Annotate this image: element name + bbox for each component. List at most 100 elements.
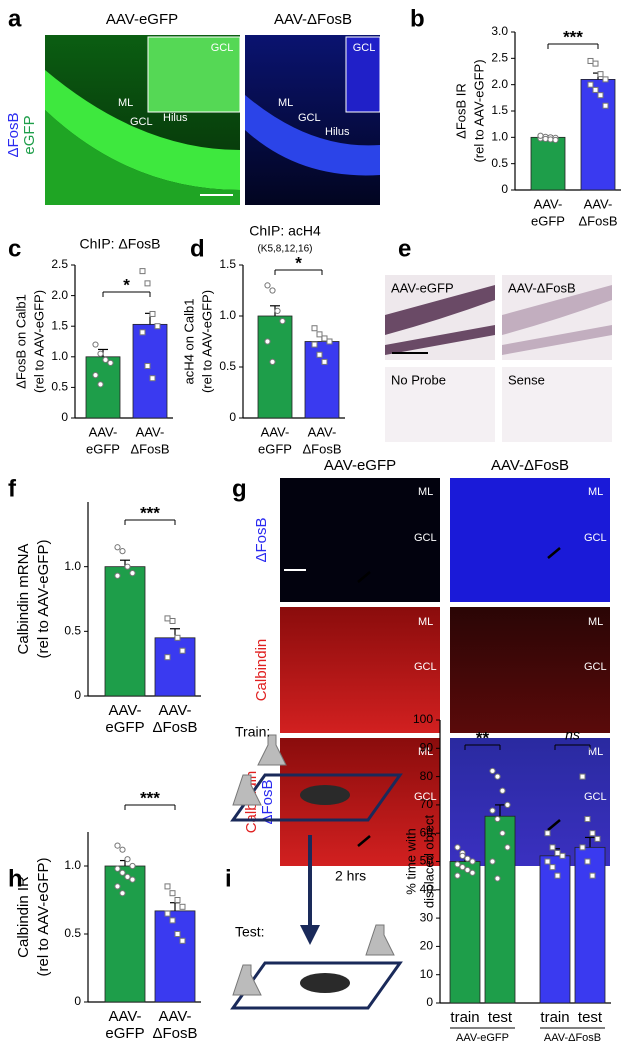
micrograph [502, 367, 612, 442]
y-tick-label: 30 [420, 910, 434, 924]
x-tick-label: AAV- [89, 424, 118, 439]
bar [154, 910, 196, 1003]
data-point [499, 830, 506, 837]
y-tick-label: 1.0 [64, 559, 81, 573]
y-tick-label: 1.0 [219, 308, 236, 322]
data-point [592, 86, 599, 93]
bar [154, 637, 196, 697]
y-tick-label: 2.5 [51, 257, 68, 271]
data-point [459, 864, 466, 871]
data-point [92, 341, 99, 348]
region-label: ML [418, 746, 433, 758]
arrow [357, 571, 371, 583]
y-tick-label: 0 [74, 994, 81, 1008]
x-tick-label: eGFP [258, 441, 292, 456]
region-label: GCL [353, 42, 376, 54]
data-point [114, 572, 121, 579]
data-point [602, 102, 609, 109]
micrograph [450, 478, 610, 602]
y-axis-label: (rel to AAV-eGFP) [35, 858, 52, 977]
data-point [584, 816, 591, 823]
y-tick-label: 90 [420, 740, 434, 754]
y-tick-label: 2.0 [51, 288, 68, 302]
micrograph [385, 367, 495, 442]
data-point [326, 338, 333, 345]
data-point [489, 807, 496, 814]
y-tick-label: 40 [420, 882, 434, 896]
data-point [114, 544, 121, 551]
x-tick-label: test [578, 1009, 603, 1026]
x-tick-label: eGFP [531, 213, 565, 228]
bar [85, 356, 121, 419]
data-point [119, 846, 126, 853]
data-point [124, 856, 131, 863]
y-tick-label: 1.0 [51, 349, 68, 363]
data-point [114, 883, 121, 890]
region-label: ML [588, 746, 603, 758]
y-tick-label: 0 [426, 995, 433, 1009]
data-point [114, 865, 121, 872]
region-label: ML [418, 616, 433, 628]
image-title: AAV-ΔFosB [274, 11, 352, 28]
region-label: GCL [414, 661, 437, 673]
panel-label: e [398, 235, 411, 262]
y-axis-label: acH4 on Calb1 [181, 299, 196, 385]
stain [385, 285, 495, 355]
y-tick-label: 0.5 [51, 380, 68, 394]
y-tick-label: 2.0 [491, 77, 508, 91]
y-tick-label: 1.0 [64, 858, 81, 872]
sig-label: *** [140, 788, 160, 807]
y-tick-label: 0.5 [491, 156, 508, 170]
x-tick-label: ΔFosB [152, 719, 197, 736]
data-point [144, 280, 151, 287]
x-tick-label: eGFP [105, 1025, 144, 1042]
arrow [357, 835, 371, 847]
region-label: GCL [130, 116, 153, 128]
object [232, 964, 262, 996]
data-point [579, 844, 586, 851]
y-tick-label: 0 [74, 688, 81, 702]
data-point [264, 282, 271, 289]
data-point [92, 372, 99, 379]
data-point [164, 654, 171, 661]
y-axis-label: ΔFosB IR [453, 83, 468, 139]
y-tick-label: 50 [420, 854, 434, 868]
data-point [179, 937, 186, 944]
stain-label: eGFP [21, 115, 38, 154]
data-point [169, 917, 176, 924]
ish-images [385, 275, 612, 442]
data-point [454, 872, 461, 879]
panel-label: h [8, 865, 23, 892]
data-point [164, 910, 171, 917]
x-tick-label: eGFP [86, 441, 120, 456]
region-label: GCL [414, 791, 437, 803]
x-tick-label: ΔFosB [130, 441, 169, 456]
y-axis-label: Calbindin IR [15, 876, 32, 958]
x-tick-label: train [450, 1009, 479, 1026]
data-point [602, 76, 609, 83]
bar [484, 815, 516, 1004]
x-tick-label: test [488, 1009, 513, 1026]
region-label: GCL [298, 112, 321, 124]
region-label: Hilus [325, 126, 350, 138]
group-label: AAV-ΔFosB [544, 1032, 601, 1044]
y-tick-label: 3.0 [491, 24, 508, 38]
y-tick-label: 2.5 [491, 51, 508, 65]
x-tick-label: AAV- [308, 424, 337, 439]
data-point [549, 864, 556, 871]
region-label: ML [588, 486, 603, 498]
data-point [129, 876, 136, 883]
y-axis-label: (rel to AAV-eGFP) [31, 290, 46, 393]
row-label: Calbindin [253, 639, 270, 702]
data-point [464, 855, 471, 862]
data-point [139, 268, 146, 275]
task-diagram [230, 734, 403, 1010]
y-axis-label: Calbindin mRNA [15, 544, 32, 655]
data-point [504, 844, 511, 851]
data-point [102, 356, 109, 363]
image-title: AAV-eGFP [324, 457, 396, 474]
image-title: AAV-eGFP [106, 11, 178, 28]
data-point [494, 815, 501, 823]
interval-label: 2 hrs [335, 868, 366, 884]
